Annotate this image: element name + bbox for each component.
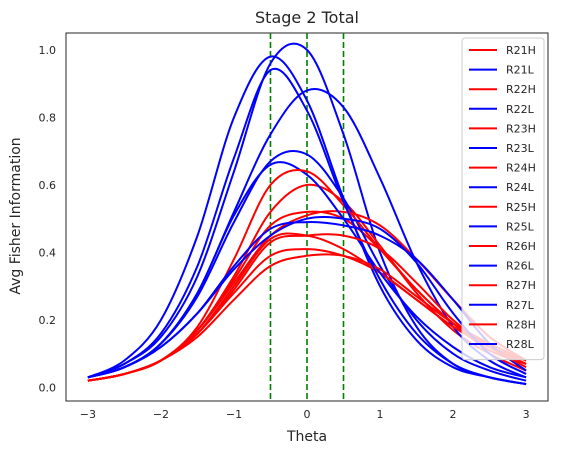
- legend-label: R25L: [506, 220, 535, 233]
- legend-label: R26H: [506, 240, 536, 253]
- x-tick-label: −1: [226, 408, 242, 421]
- y-tick-label: 0.6: [39, 179, 57, 192]
- legend-label: R26L: [506, 260, 535, 273]
- x-tick-label: 3: [523, 408, 530, 421]
- legend-label: R21L: [506, 64, 535, 77]
- x-tick-label: 2: [450, 408, 457, 421]
- y-tick-label: 0.4: [39, 246, 57, 259]
- x-tick-label: −2: [153, 408, 169, 421]
- y-axis-label: Avg Fisher Information: [8, 137, 24, 294]
- legend-label: R24L: [506, 181, 535, 194]
- x-axis-ticks: −3 −2 −1 0 1 2 3: [80, 408, 530, 421]
- x-axis-label: Theta: [286, 429, 327, 445]
- legend: R21H R21L R22H R22L R23H R23L R24H R24L R25H R25L…: [461, 37, 545, 361]
- y-tick-label: 0.8: [39, 111, 57, 124]
- series-line-r22l: [87, 55, 527, 386]
- y-tick-label: 0.0: [39, 381, 57, 394]
- x-tick-label: 0: [304, 408, 311, 421]
- series-line-r27l: [87, 67, 527, 386]
- y-axis-ticks: 0.0 0.2 0.4 0.6 0.8 1.0: [39, 44, 57, 395]
- legend-label: R28L: [506, 338, 535, 351]
- legend-label: R25H: [506, 201, 536, 214]
- legend-label: R23L: [506, 142, 535, 155]
- series-line-r28h: [87, 233, 527, 382]
- x-tick-label: 1: [377, 408, 384, 421]
- reference-lines: [269, 33, 345, 401]
- series-line-r28l: [87, 216, 527, 379]
- series-line-r25l: [87, 161, 527, 379]
- legend-label: R22L: [506, 103, 535, 116]
- x-tick-label: −3: [80, 408, 96, 421]
- legend-box: [461, 37, 545, 361]
- y-tick-label: 1.0: [39, 44, 57, 57]
- y-tick-label: 0.2: [39, 314, 57, 327]
- legend-label: R21H: [506, 44, 536, 57]
- legend-label: R28H: [506, 318, 536, 331]
- legend-label: R27L: [506, 299, 535, 312]
- chart-title: Stage 2 Total: [255, 8, 359, 27]
- legend-label: R22H: [506, 83, 536, 96]
- legend-label: R24H: [506, 162, 536, 175]
- legend-label: R27H: [506, 279, 536, 292]
- series-lines: [87, 42, 527, 386]
- legend-label: R23H: [506, 122, 536, 135]
